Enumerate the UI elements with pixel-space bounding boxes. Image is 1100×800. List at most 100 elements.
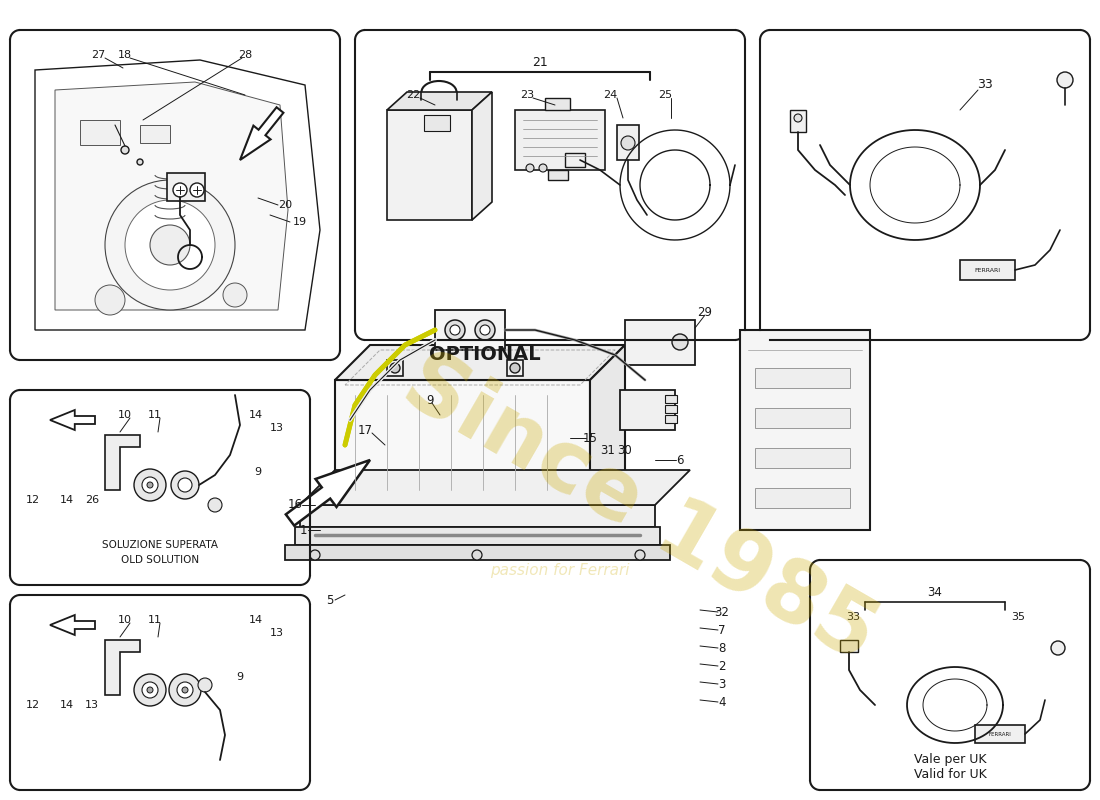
Bar xyxy=(625,320,695,365)
Circle shape xyxy=(450,325,460,335)
Text: 30: 30 xyxy=(617,443,632,457)
Bar xyxy=(617,125,639,160)
Text: 14: 14 xyxy=(249,615,263,625)
Text: 33: 33 xyxy=(846,612,860,622)
Text: 23: 23 xyxy=(520,90,535,100)
Text: 16: 16 xyxy=(287,498,303,511)
Polygon shape xyxy=(286,460,370,526)
Bar xyxy=(840,640,858,652)
Circle shape xyxy=(390,363,400,373)
Text: 8: 8 xyxy=(718,642,726,654)
Polygon shape xyxy=(50,615,95,635)
Text: 2: 2 xyxy=(718,659,726,673)
Circle shape xyxy=(125,200,214,290)
Polygon shape xyxy=(35,60,320,330)
Circle shape xyxy=(142,682,158,698)
Bar xyxy=(80,120,120,145)
Bar xyxy=(565,153,585,167)
Bar xyxy=(140,125,170,143)
Circle shape xyxy=(635,550,645,560)
Bar xyxy=(755,368,850,388)
Bar xyxy=(515,110,605,170)
Bar xyxy=(790,110,806,132)
Bar xyxy=(548,170,568,180)
Circle shape xyxy=(190,183,204,197)
Text: 14: 14 xyxy=(59,700,74,710)
Text: Vale per UK: Vale per UK xyxy=(914,754,987,766)
Text: 24: 24 xyxy=(603,90,617,100)
Circle shape xyxy=(794,114,802,122)
Text: FERRARI: FERRARI xyxy=(974,267,1000,273)
Circle shape xyxy=(170,471,199,499)
Circle shape xyxy=(104,180,235,310)
Bar xyxy=(424,115,450,131)
Circle shape xyxy=(1057,72,1072,88)
Circle shape xyxy=(510,363,520,373)
Bar xyxy=(387,360,403,376)
Circle shape xyxy=(142,477,158,493)
Text: 25: 25 xyxy=(658,90,672,100)
Text: 28: 28 xyxy=(238,50,252,60)
Text: 10: 10 xyxy=(118,410,132,420)
Text: 5: 5 xyxy=(327,594,333,606)
Text: 6: 6 xyxy=(676,454,684,466)
Text: OLD SOLUTION: OLD SOLUTION xyxy=(121,555,199,565)
Text: 17: 17 xyxy=(358,423,373,437)
Circle shape xyxy=(672,334,688,350)
Text: 13: 13 xyxy=(85,700,99,710)
Polygon shape xyxy=(336,345,625,380)
Text: 4: 4 xyxy=(718,695,726,709)
Text: 34: 34 xyxy=(927,586,943,598)
Text: 12: 12 xyxy=(26,700,40,710)
Bar xyxy=(666,395,676,403)
Text: 32: 32 xyxy=(715,606,729,618)
Text: 9: 9 xyxy=(236,672,243,682)
Circle shape xyxy=(526,164,534,172)
Circle shape xyxy=(134,469,166,501)
Polygon shape xyxy=(336,380,590,505)
Text: 29: 29 xyxy=(697,306,713,318)
Text: 1: 1 xyxy=(299,523,307,537)
Circle shape xyxy=(134,674,166,706)
Text: 14: 14 xyxy=(59,495,74,505)
Bar xyxy=(975,725,1025,743)
Text: 31: 31 xyxy=(601,443,615,457)
Text: 12: 12 xyxy=(26,495,40,505)
Bar xyxy=(544,98,570,110)
Circle shape xyxy=(472,550,482,560)
Text: 7: 7 xyxy=(718,623,726,637)
Circle shape xyxy=(169,674,201,706)
Bar xyxy=(666,405,676,413)
Polygon shape xyxy=(104,640,140,695)
Polygon shape xyxy=(590,345,625,505)
Circle shape xyxy=(475,320,495,340)
Bar xyxy=(295,527,660,545)
Polygon shape xyxy=(104,435,140,490)
Text: OPTIONAL: OPTIONAL xyxy=(429,346,541,365)
Bar xyxy=(167,173,205,201)
Bar xyxy=(507,360,522,376)
Circle shape xyxy=(310,550,320,560)
Circle shape xyxy=(95,285,125,315)
Text: 35: 35 xyxy=(1011,612,1025,622)
Circle shape xyxy=(121,146,129,154)
Text: FERRARI: FERRARI xyxy=(989,731,1011,737)
Polygon shape xyxy=(55,82,288,310)
Text: Valid for UK: Valid for UK xyxy=(914,769,987,782)
Text: 3: 3 xyxy=(718,678,726,690)
Text: 18: 18 xyxy=(118,50,132,60)
Bar xyxy=(285,545,670,560)
Polygon shape xyxy=(50,410,95,430)
Text: 9: 9 xyxy=(427,394,433,406)
Circle shape xyxy=(208,498,222,512)
Text: 11: 11 xyxy=(148,615,162,625)
Circle shape xyxy=(198,678,212,692)
Circle shape xyxy=(223,283,248,307)
Polygon shape xyxy=(387,92,492,110)
Text: 33: 33 xyxy=(977,78,993,91)
Circle shape xyxy=(621,136,635,150)
Text: 27: 27 xyxy=(91,50,106,60)
Text: 9: 9 xyxy=(254,467,262,477)
Text: 14: 14 xyxy=(249,410,263,420)
Bar xyxy=(300,505,654,527)
